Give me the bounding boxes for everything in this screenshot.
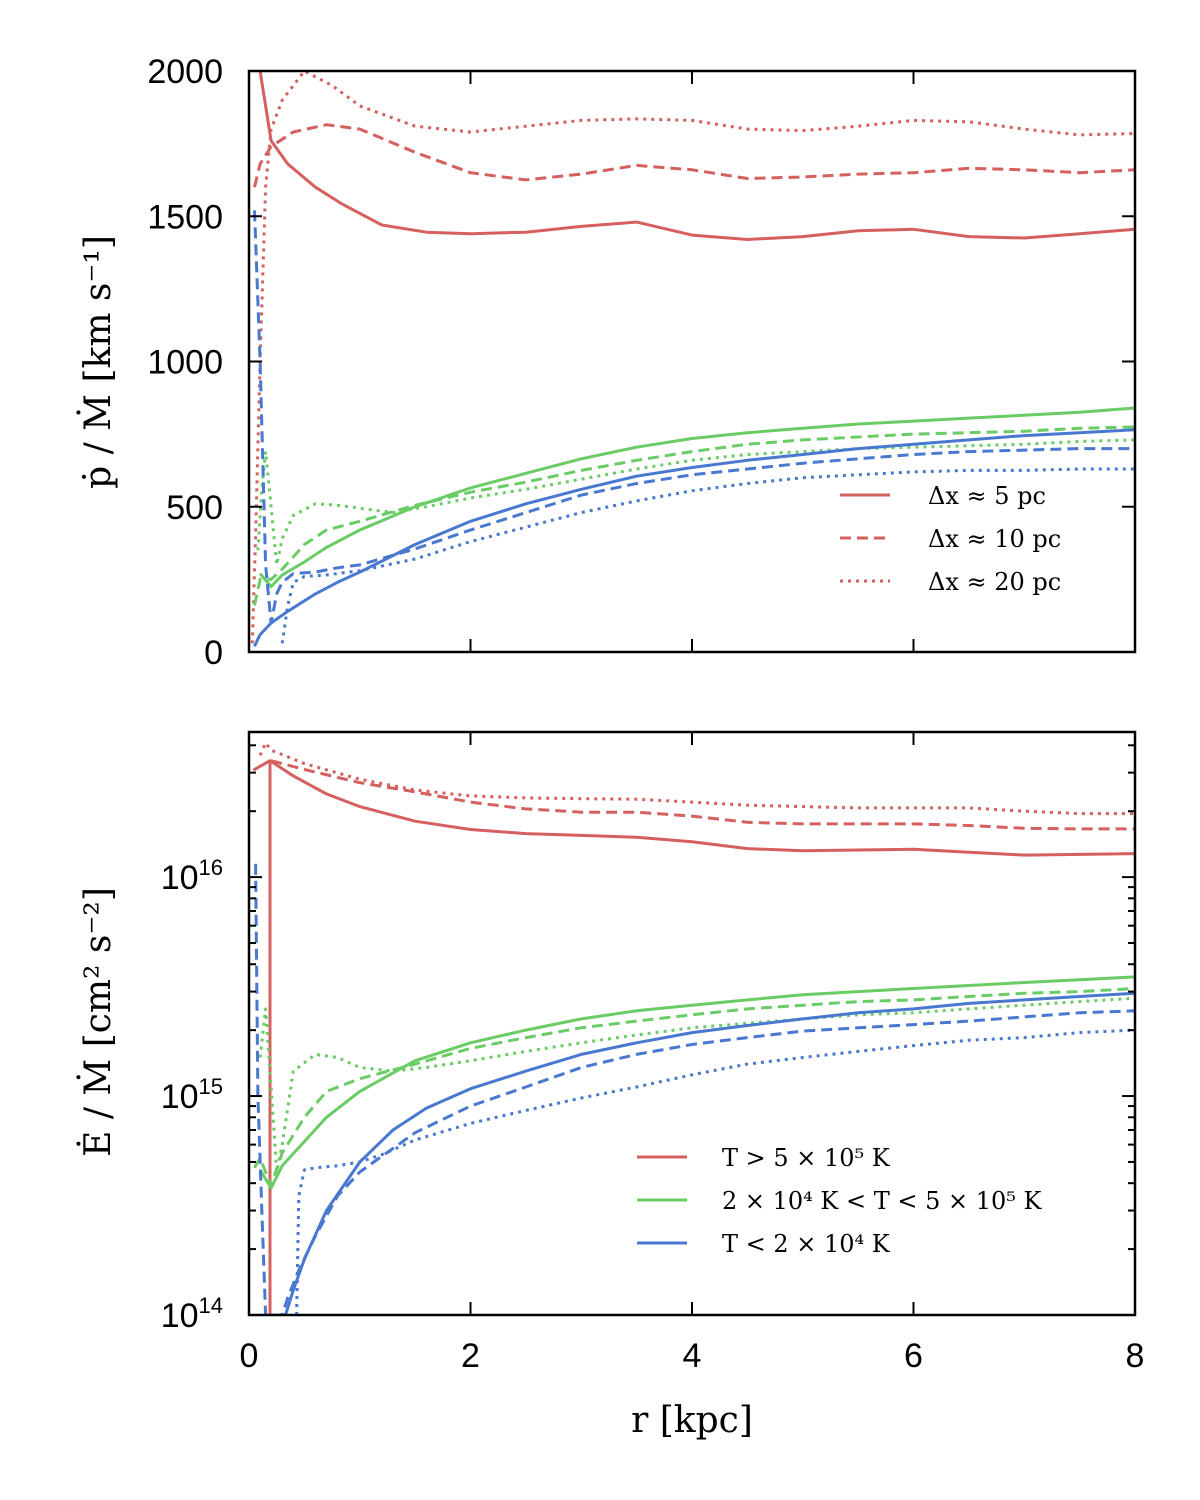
series-line-bot-hot-solid	[253, 759, 1135, 1315]
series-line-top-hot-dashed	[253, 123, 1135, 188]
series-line-top-warm-dashed	[253, 425, 1135, 606]
series-line-top-hot-solid	[258, 71, 1135, 241]
series-line-bot-warm-dotted	[258, 996, 1135, 1174]
x-tick-label: 2	[461, 1337, 480, 1375]
legend-label: T > 5 × 10⁵ K	[722, 1144, 891, 1172]
series-line-top-cold-solid	[253, 428, 1135, 647]
top-legend: Δx ≈ 5 pc Δx ≈ 10 pc Δx ≈ 20 pc	[840, 482, 1061, 596]
bottom-x-tick-labels: 0 2 4 6 8	[240, 1337, 1145, 1375]
legend-label: Δx ≈ 10 pc	[928, 525, 1061, 553]
legend-label: Δx ≈ 5 pc	[928, 482, 1046, 510]
series-line-bot-cold-solid	[284, 991, 1135, 1315]
legend-label: 2 × 10⁴ K < T < 5 × 10⁵ K	[722, 1187, 1043, 1215]
y-tick-label: 1500	[147, 198, 223, 236]
series-line-bot-cold-dotted	[295, 1028, 1135, 1315]
y-tick-label: 1014	[161, 1293, 223, 1335]
y-tick-label: 1000	[147, 344, 223, 382]
x-tick-label: 6	[904, 1337, 923, 1375]
series-line-top-warm-solid	[258, 406, 1135, 589]
y-tick-label: 1015	[161, 1074, 223, 1116]
bottom-series-group	[253, 741, 1135, 1315]
bottom-tick-group	[248, 732, 1136, 1316]
series-line-top-cold-dashed	[253, 210, 1135, 625]
top-panel: 0 500 1000 1500 2000 ṗ / Ṁ [km s⁻¹] Δx ≈ 5 p…	[77, 53, 1137, 672]
series-line-top-hot-dotted	[250, 71, 1135, 644]
x-tick-label: 4	[683, 1337, 702, 1375]
legend-label: Δx ≈ 20 pc	[928, 568, 1061, 596]
series-line-bot-hot-dashed	[270, 759, 1135, 831]
top-y-tick-labels: 0 500 1000 1500 2000	[147, 53, 223, 672]
x-tick-label: 0	[240, 1337, 259, 1375]
bottom-y-tick-labels: 1014 1015 1016	[161, 855, 223, 1335]
y-tick-label: 2000	[147, 53, 223, 91]
top-series-group	[250, 71, 1135, 647]
bottom-y-axis-title: Ė / Ṁ [cm² s⁻²]	[77, 887, 119, 1157]
x-tick-label: 8	[1126, 1337, 1145, 1375]
x-axis-title: r [kpc]	[631, 1400, 753, 1441]
series-line-bot-warm-solid	[258, 975, 1135, 1190]
top-tick-group	[248, 70, 1136, 653]
bottom-plot-frame	[247, 730, 1137, 1317]
series-line-bot-cold-dashed	[254, 863, 1135, 1315]
y-tick-label: 500	[166, 489, 223, 527]
series-line-bot-hot-dotted	[258, 741, 1135, 816]
bottom-panel: 1014 1015 1016 0 2 4 6 8 Ė / Ṁ [cm² s⁻²] r [kp…	[77, 730, 1145, 1441]
y-tick-label: 1016	[161, 855, 223, 897]
top-y-axis-title: ṗ / Ṁ [km s⁻¹]	[77, 235, 119, 489]
bottom-legend: T > 5 × 10⁵ K 2 × 10⁴ K < T < 5 × 10⁵ K T …	[637, 1144, 1043, 1258]
series-line-bot-warm-dashed	[253, 987, 1135, 1188]
legend-label: T < 2 × 10⁴ K	[722, 1230, 891, 1258]
y-tick-label: 0	[204, 634, 223, 672]
